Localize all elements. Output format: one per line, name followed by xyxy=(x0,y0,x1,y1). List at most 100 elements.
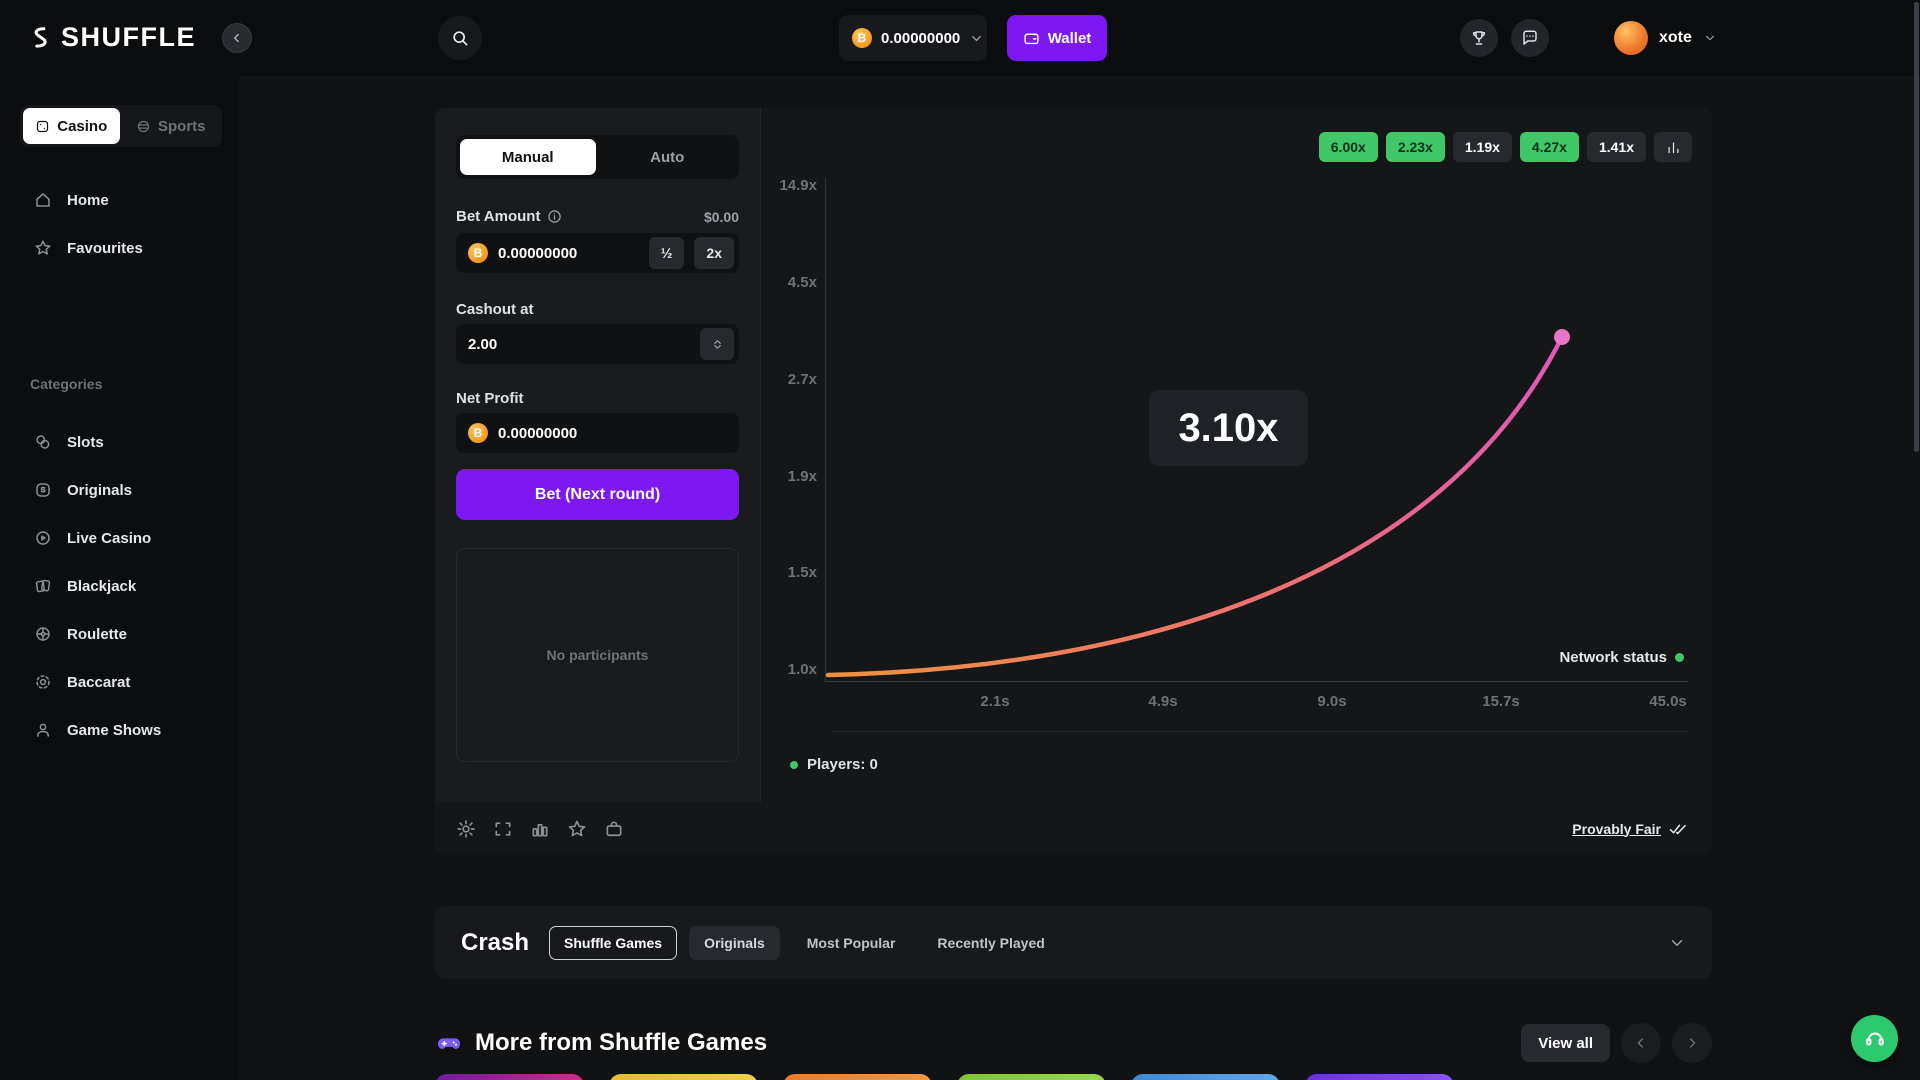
originals-icon xyxy=(34,481,52,499)
chat-button[interactable] xyxy=(1511,19,1549,57)
bet-amount-field: B ½ 2x xyxy=(456,233,739,273)
game-card-row xyxy=(435,1074,1454,1080)
tab-casino-label: Casino xyxy=(57,117,108,135)
sidebar-categories: Slots Originals Live Casino Blackjack xyxy=(0,422,239,750)
game-card[interactable] xyxy=(435,1074,584,1080)
carousel-prev-button[interactable] xyxy=(1621,1023,1661,1063)
search-button[interactable] xyxy=(438,16,482,60)
cashout-label: Cashout at xyxy=(456,301,534,318)
balance-dropdown[interactable]: B 0.00000000 xyxy=(839,15,987,61)
top-bar: SHUFFLE B 0.00000000 Wallet xyxy=(0,0,1920,76)
rewards-button[interactable] xyxy=(1460,19,1498,57)
shuffle-logo-icon xyxy=(26,25,52,51)
collapse-sidebar-button[interactable] xyxy=(222,23,252,53)
history-badge[interactable]: 1.41x xyxy=(1586,132,1646,162)
sidebar-item-live-casino[interactable]: Live Casino xyxy=(0,518,239,558)
star-icon xyxy=(34,239,52,257)
coin-icon: B xyxy=(468,423,488,443)
game-card[interactable] xyxy=(783,1074,932,1080)
tab-sports-label: Sports xyxy=(157,117,206,135)
sidebar-item-baccarat[interactable]: Baccarat xyxy=(0,662,239,702)
settings-gear-icon[interactable] xyxy=(456,819,476,839)
tab-casino[interactable]: Casino xyxy=(23,108,120,144)
history-badge[interactable]: 6.00x xyxy=(1318,132,1378,162)
y-tick: 2.7x xyxy=(787,371,817,388)
bet-amount-header: Bet Amount $0.00 xyxy=(456,208,739,225)
x-axis-line xyxy=(825,681,1688,682)
sidebar-item-blackjack[interactable]: Blackjack xyxy=(0,566,239,606)
username: xote xyxy=(1659,29,1692,46)
net-profit-field: B 0.00000000 xyxy=(456,413,739,453)
history-badge[interactable]: 2.23x xyxy=(1385,132,1445,162)
players-dot xyxy=(790,760,798,769)
y-tick: 4.5x xyxy=(787,274,817,291)
game-card[interactable] xyxy=(609,1074,758,1080)
x-tick: 2.1s xyxy=(980,693,1010,710)
provably-fair-label: Provably Fair xyxy=(1572,820,1661,837)
x-axis-secondary-line xyxy=(833,731,1688,732)
crash-category-bar: Crash Shuffle Games Originals Most Popul… xyxy=(435,906,1712,979)
sidebar-item-label: Baccarat xyxy=(67,673,131,691)
avatar xyxy=(1614,21,1648,55)
provably-fair-link[interactable]: Provably Fair xyxy=(1572,820,1687,838)
history-chart-button[interactable] xyxy=(1654,132,1692,162)
tab-manual[interactable]: Manual xyxy=(460,139,596,175)
cashout-input[interactable] xyxy=(468,335,690,353)
live-casino-icon xyxy=(34,529,52,547)
user-menu[interactable]: xote xyxy=(1614,15,1717,61)
support-chat-button[interactable] xyxy=(1851,1015,1898,1062)
tab-recently-played[interactable]: Recently Played xyxy=(937,934,1045,951)
favourite-star-icon[interactable] xyxy=(567,819,587,839)
tab-originals[interactable]: Originals xyxy=(689,925,780,960)
wallet-button[interactable]: Wallet xyxy=(1007,15,1107,61)
sidebar-item-favourites[interactable]: Favourites xyxy=(0,228,239,268)
y-axis-line xyxy=(825,178,826,681)
half-bet-button[interactable]: ½ xyxy=(648,237,685,269)
tab-auto[interactable]: Auto xyxy=(650,148,685,166)
seeds-icon[interactable] xyxy=(604,819,624,839)
stats-icon[interactable] xyxy=(530,819,550,839)
theatre-mode-icon[interactable] xyxy=(493,819,513,839)
tab-most-popular[interactable]: Most Popular xyxy=(806,934,896,951)
coin-icon: B xyxy=(468,243,488,263)
tab-shuffle-games[interactable]: Shuffle Games xyxy=(549,925,678,960)
double-bet-button[interactable]: 2x xyxy=(694,237,734,269)
cashout-field xyxy=(456,324,739,364)
bet-next-round-button[interactable]: Bet (Next round) xyxy=(456,469,739,520)
multiplier-history: 6.00x 2.23x 1.19x 4.27x 1.41x xyxy=(1318,132,1692,162)
sidebar-item-label: Live Casino xyxy=(67,529,152,547)
sidebar-item-game-shows[interactable]: Game Shows xyxy=(0,710,239,750)
game-card[interactable] xyxy=(1305,1074,1454,1080)
crash-chart: 6.00x 2.23x 1.19x 4.27x 1.41x 14.9x 4.5x… xyxy=(761,108,1712,802)
view-all-button[interactable]: View all xyxy=(1521,1024,1610,1062)
bet-amount-label: Bet Amount xyxy=(456,208,541,225)
sidebar-item-home[interactable]: Home xyxy=(0,180,239,220)
baccarat-chip-icon xyxy=(34,673,52,691)
chevron-down-icon xyxy=(969,31,984,46)
tab-sports[interactable]: Sports xyxy=(123,108,220,144)
sidebar-item-originals[interactable]: Originals xyxy=(0,470,239,510)
history-badge[interactable]: 1.19x xyxy=(1452,132,1512,162)
network-status: Network status xyxy=(1559,649,1684,666)
shuffle-logo[interactable]: SHUFFLE xyxy=(26,22,196,53)
expand-section-button[interactable] xyxy=(1668,934,1686,952)
cashout-stepper[interactable] xyxy=(700,328,734,360)
bet-mode-tabs: Manual Auto xyxy=(456,135,739,179)
sidebar-item-label: Game Shows xyxy=(67,721,162,739)
scrollbar[interactable] xyxy=(1914,2,1919,452)
game-card[interactable] xyxy=(957,1074,1106,1080)
history-badge[interactable]: 4.27x xyxy=(1519,132,1579,162)
y-tick: 1.9x xyxy=(787,468,817,485)
casino-sports-toggle: Casino Sports xyxy=(20,105,222,147)
more-games-header: More from Shuffle Games View all xyxy=(435,1020,1712,1066)
chevron-down-icon xyxy=(1703,31,1717,45)
bet-amount-input[interactable] xyxy=(498,244,639,262)
sidebar-item-slots[interactable]: Slots xyxy=(0,422,239,462)
carousel-next-button[interactable] xyxy=(1672,1023,1712,1063)
game-shows-icon xyxy=(34,721,52,739)
sidebar-item-label: Roulette xyxy=(67,625,127,643)
game-card[interactable] xyxy=(1131,1074,1280,1080)
participants-box: No participants xyxy=(456,548,739,762)
sidebar-item-roulette[interactable]: Roulette xyxy=(0,614,239,654)
